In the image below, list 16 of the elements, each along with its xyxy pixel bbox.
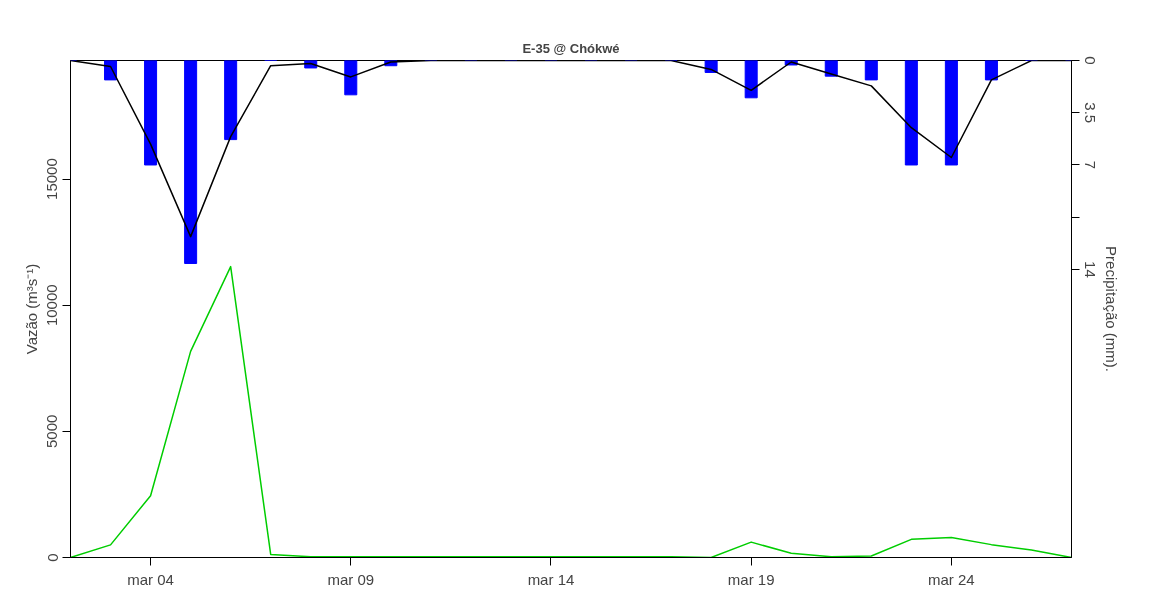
y2-tick-label: 0 bbox=[1081, 56, 1099, 65]
x-tick-label: mar 04 bbox=[127, 570, 174, 588]
y2-axis-title: Precipitação (mm). bbox=[1102, 246, 1120, 372]
x-tick-label: mar 09 bbox=[327, 570, 375, 588]
chart-title: E-35 @ Chókwé bbox=[522, 40, 620, 56]
y2-tick-label: 14 bbox=[1081, 261, 1099, 278]
y-tick-label: 10000 bbox=[43, 284, 61, 327]
y-tick-label: 15000 bbox=[43, 158, 61, 200]
x-tick-label: mar 14 bbox=[527, 570, 575, 588]
x-tick-label: mar 19 bbox=[727, 570, 775, 588]
y2-tick-label: 7 bbox=[1081, 160, 1099, 170]
y-tick-label: 5000 bbox=[43, 414, 61, 449]
y-tick-label: 0 bbox=[43, 553, 61, 562]
x-tick-label: mar 24 bbox=[928, 570, 975, 588]
y2-tick-label: 3.5 bbox=[1081, 102, 1099, 124]
y-axis-title: Vazão (m³s⁻¹) bbox=[22, 263, 40, 355]
